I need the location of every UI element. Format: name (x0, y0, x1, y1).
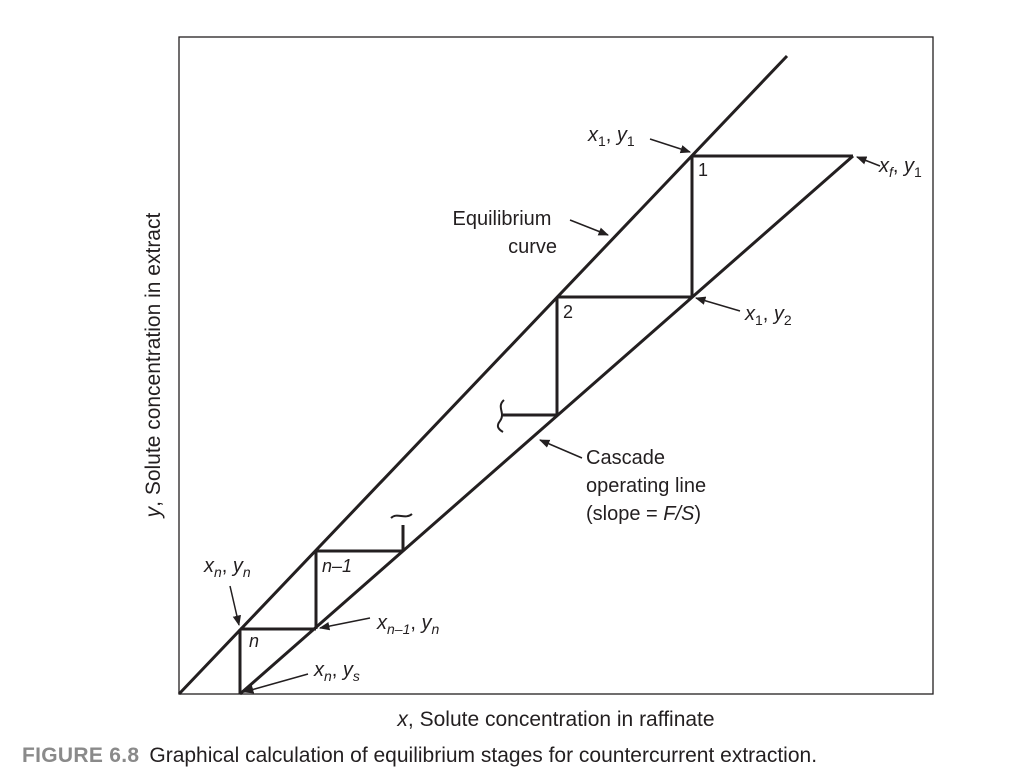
arrow-x1-y2 (694, 296, 741, 312)
operating-line-label-line2: operating line (586, 475, 706, 497)
stage-number-2: 2 (563, 302, 573, 322)
figure-number: FIGURE 6.8 (22, 744, 140, 767)
equilibrium-curve-label-line2: curve (508, 236, 557, 258)
arrow-xn-yn (229, 585, 241, 627)
operating-line-label-line3: (slope = F/S) (586, 503, 701, 525)
arrow-equilibrium-curve (569, 219, 609, 236)
y-axis-title: y, Solute concentration in extract (142, 213, 165, 520)
point-label-x1-y1: x1, y1 (587, 124, 635, 149)
equilibrium-curve (177, 54, 789, 696)
figure-caption-text: Graphical calculation of equilibrium sta… (149, 744, 818, 767)
point-label-xf-y1: xf, y1 (878, 155, 922, 180)
arrow-xf-y1 (856, 156, 881, 167)
cascade-operating-line (239, 154, 854, 696)
break-mark-lower (390, 513, 413, 519)
stage-steps (238, 156, 694, 694)
equilibrium-curve-label: Equilibrium curve (453, 208, 558, 258)
stage-number-1: 1 (698, 160, 708, 180)
equilibrium-curve-label-line1: Equilibrium (453, 208, 552, 230)
point-label-x1-y2: x1, y2 (744, 303, 792, 328)
arrow-operating-line (539, 439, 583, 459)
arrow-xn-ys (242, 673, 309, 694)
stage-number-n: n (249, 631, 259, 651)
point-label-xn-minus-1-yn: xn–1, yn (376, 612, 439, 637)
plot-frame (178, 36, 934, 695)
operating-line-label-line1: Cascade (586, 447, 665, 469)
point-label-xn-ys: xn, ys (313, 659, 360, 684)
operating-line-label: Cascade operating line (slope = F/S) (586, 447, 712, 525)
annotation-arrows (229, 138, 881, 694)
arrow-x1-y1 (649, 138, 691, 154)
point-label-xn-yn: xn, yn (203, 555, 251, 580)
break-mark-upper (496, 399, 505, 433)
figure-caption: FIGURE 6.8 Graphical calculation of equil… (22, 744, 817, 768)
arrow-xn1-yn (318, 617, 371, 631)
x-axis-title: x, Solute concentration in raffinate (396, 708, 714, 731)
stage-number-n-minus-1: n–1 (322, 556, 352, 576)
